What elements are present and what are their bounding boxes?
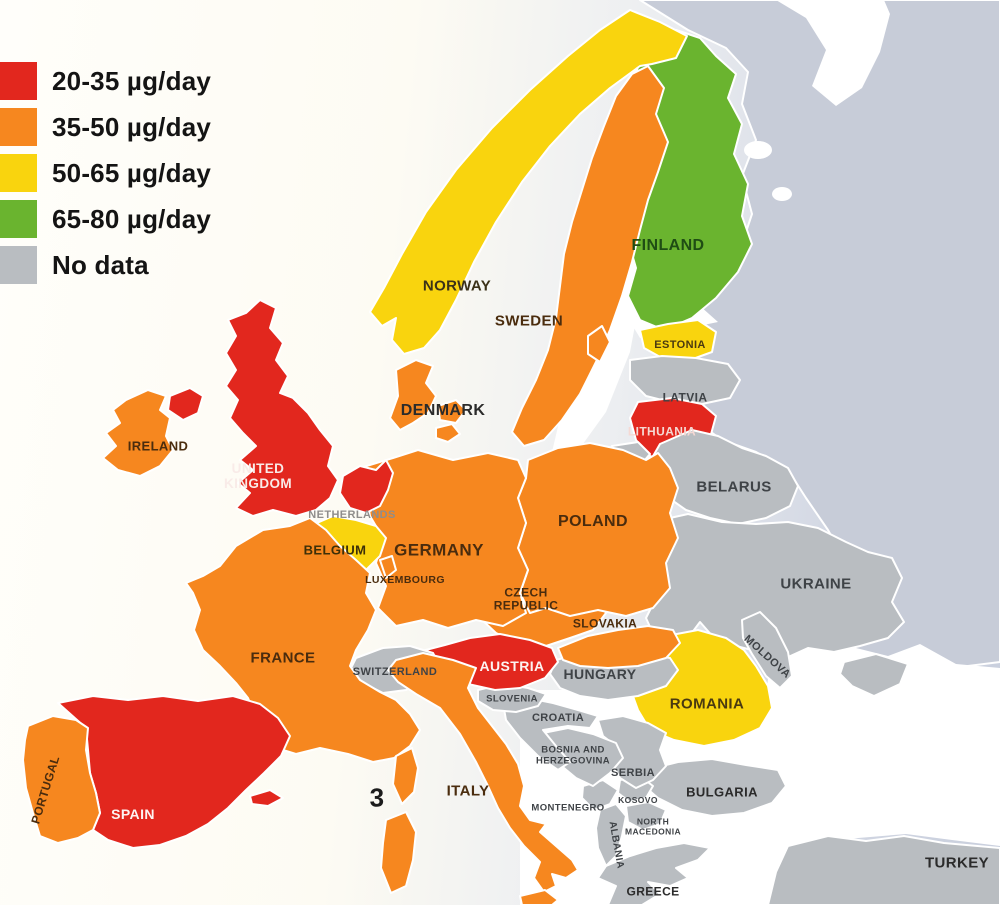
island-mallorca xyxy=(249,789,284,807)
country-albania xyxy=(595,803,627,867)
legend-label: 65-80 µg/day xyxy=(52,203,212,234)
country-sweden xyxy=(511,65,669,447)
country-moldova xyxy=(741,611,793,689)
lake-ladoga xyxy=(744,141,772,159)
legend-row: 50-65 µg/day xyxy=(0,154,211,192)
country-turkey xyxy=(767,835,1000,905)
denmark-island-1 xyxy=(437,399,467,424)
country-ukraine xyxy=(643,513,905,659)
country-latvia xyxy=(629,355,741,405)
country-portugal xyxy=(22,715,101,844)
island-gotland xyxy=(587,325,611,363)
denmark-island-2 xyxy=(435,423,461,443)
country-denmark xyxy=(389,359,437,431)
legend-swatch-green xyxy=(0,200,37,238)
legend-swatch-orange xyxy=(0,108,37,146)
legend-row: 20-35 µg/day xyxy=(0,62,211,100)
legend: 20-35 µg/day 35-50 µg/day 50-65 µg/day 6… xyxy=(0,62,211,292)
white-sea xyxy=(776,0,890,106)
country-greece xyxy=(597,842,711,905)
legend-swatch-nodata xyxy=(0,246,37,284)
black-sea xyxy=(762,638,1000,846)
country-norway xyxy=(369,9,688,355)
legend-swatch-red xyxy=(0,62,37,100)
country-luxembourg xyxy=(379,555,397,579)
country-italy xyxy=(387,652,579,893)
countries xyxy=(22,9,1000,905)
legend-label: No data xyxy=(52,249,149,280)
lake-onega xyxy=(772,187,792,201)
legend-row: 35-50 µg/day xyxy=(0,108,211,146)
country-ireland xyxy=(102,389,174,477)
country-poland xyxy=(517,442,679,617)
country-united-kingdom xyxy=(225,299,339,517)
country-montenegro xyxy=(581,779,619,811)
island-corsica xyxy=(392,747,419,805)
region-northern-ireland xyxy=(167,387,204,421)
island-sardinia xyxy=(380,811,417,894)
legend-swatch-yellow xyxy=(0,154,37,192)
country-slovakia xyxy=(557,625,681,669)
legend-label: 35-50 µg/day xyxy=(52,111,212,142)
region-crimea xyxy=(839,653,909,697)
country-croatia xyxy=(502,697,599,771)
legend-label: 50-65 µg/day xyxy=(52,157,212,188)
country-north-macedonia xyxy=(625,801,667,831)
country-bulgaria xyxy=(643,758,787,817)
legend-row: No data xyxy=(0,246,211,284)
legend-row: 65-80 µg/day xyxy=(0,200,211,238)
island-sicily xyxy=(519,889,559,905)
country-estonia xyxy=(639,319,717,361)
legend-label: 20-35 µg/day xyxy=(52,65,212,96)
country-germany xyxy=(359,449,529,629)
country-netherlands xyxy=(339,459,394,514)
